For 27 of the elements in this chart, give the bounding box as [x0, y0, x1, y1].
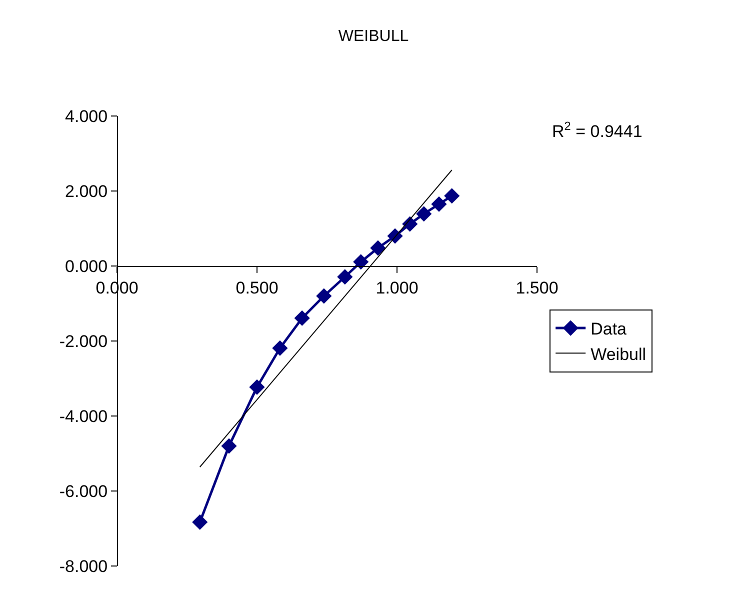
- point: [431, 196, 447, 212]
- point: [192, 514, 208, 530]
- legend-label: Data: [590, 320, 628, 339]
- point: [444, 188, 460, 204]
- y-tick-label: 2.000: [65, 182, 108, 201]
- point: [294, 310, 310, 326]
- x-tick-label: 1.500: [516, 278, 558, 298]
- point: [370, 240, 386, 256]
- y-tick-label: 4.000: [65, 106, 108, 126]
- chart-title: WEIBULL: [338, 28, 409, 46]
- y-tick-label: -4.000: [59, 406, 108, 426]
- x-tick-label: 1.000: [376, 278, 418, 298]
- point: [353, 254, 369, 270]
- point: [249, 379, 265, 395]
- point: [337, 269, 353, 285]
- y-tick-label: -6.000: [59, 482, 108, 501]
- y-tick-label: -2.000: [59, 332, 108, 351]
- point: [221, 438, 237, 454]
- point: [402, 216, 418, 232]
- legend-label: Weibull: [590, 344, 646, 364]
- point: [272, 340, 288, 356]
- y-tick-label: -8.000: [59, 556, 108, 576]
- text: R$^{2}$ = 0.9441: [552, 119, 642, 142]
- point: [416, 206, 432, 222]
- point: [316, 288, 332, 304]
- y-tick-label: 0.000: [65, 256, 108, 276]
- x-tick-label: 0.500: [236, 278, 278, 298]
